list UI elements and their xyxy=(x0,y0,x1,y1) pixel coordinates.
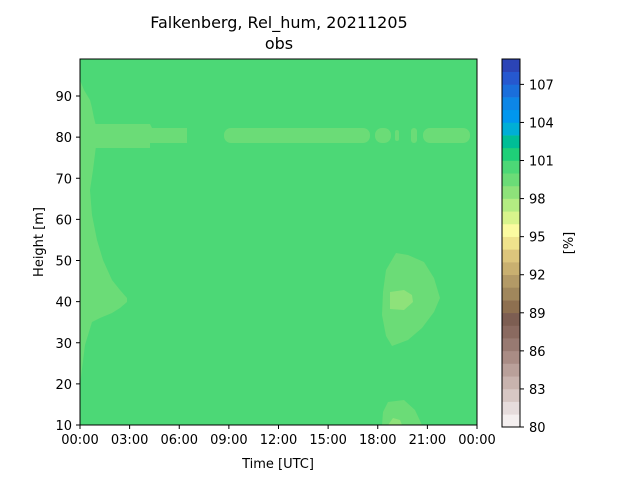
field-patch-80m-layer-f xyxy=(423,128,470,143)
colorbar-ticks: 80 83 86 89 92 95 98 101 104 107 xyxy=(520,78,554,436)
colorbar-level xyxy=(502,198,520,212)
y-tick-label: 40 xyxy=(55,296,72,311)
chart-subtitle: obs xyxy=(265,34,293,53)
colorbar-tick-label: 95 xyxy=(529,231,546,246)
chart-title: Falkenberg, Rel_hum, 20211205 xyxy=(150,13,407,33)
colorbar-level xyxy=(502,376,520,390)
field-patch-evening-surface-core xyxy=(388,418,402,425)
colorbar-label: [%] xyxy=(562,232,577,255)
colorbar-tick-label: 89 xyxy=(529,307,546,322)
colorbar-level xyxy=(502,287,520,301)
x-tick-label: 18:00 xyxy=(359,433,396,448)
colorbar-level xyxy=(502,325,520,339)
field-patch-evening-surface xyxy=(382,400,422,425)
plot-area: 00:00 03:00 06:00 09:00 12:00 15:00 18:00 21:00… xyxy=(55,58,496,448)
colorbar-tick-label: 98 xyxy=(529,193,546,208)
colorbar-level xyxy=(502,97,520,111)
x-tick-label: 06:00 xyxy=(161,433,198,448)
colorbar-level xyxy=(502,173,520,187)
colorbar-level xyxy=(502,262,520,276)
field-patch-left-band xyxy=(80,80,127,385)
y-axis-label: Height [m] xyxy=(32,207,47,277)
x-tick-label: 15:00 xyxy=(309,433,346,448)
y-tick-label: 20 xyxy=(55,378,72,393)
colorbar-level xyxy=(502,236,520,250)
colorbar-frame xyxy=(501,58,521,428)
colorbar-level xyxy=(502,71,520,85)
field-background xyxy=(80,59,477,425)
colorbar-levels xyxy=(502,59,520,428)
colorbar-level xyxy=(502,350,520,364)
x-tick-label: 09:00 xyxy=(210,433,247,448)
colorbar-level xyxy=(502,338,520,352)
field-patch-80m-layer-e xyxy=(411,128,417,143)
y-axis-ticks: 10 20 30 40 50 60 70 80 90 xyxy=(55,90,80,434)
field-patch-evening-core xyxy=(390,290,413,310)
colorbar-level xyxy=(502,300,520,314)
x-axis-label: Time [UTC] xyxy=(241,457,314,472)
field-patch-80m-layer-d xyxy=(395,130,399,141)
y-tick-label: 10 xyxy=(55,419,72,434)
colorbar-tick-label: 107 xyxy=(529,78,554,93)
x-tick-label: 00:00 xyxy=(61,433,98,448)
colorbar-level xyxy=(502,185,520,199)
colorbar-level xyxy=(502,274,520,288)
colorbar-level xyxy=(502,109,520,123)
colorbar-level xyxy=(502,401,520,415)
colorbar-tick-label: 104 xyxy=(529,116,554,131)
field-patch-80m-layer-b xyxy=(224,128,370,143)
x-tick-label: 00:00 xyxy=(458,433,495,448)
colorbar-tick-label: 83 xyxy=(529,383,546,398)
field-patch-80m-layer-c xyxy=(375,128,391,143)
y-tick-label: 80 xyxy=(55,131,72,146)
colorbar-level xyxy=(502,84,520,98)
colorbar-level xyxy=(502,211,520,225)
y-tick-label: 90 xyxy=(55,90,72,105)
colorbar-level xyxy=(502,363,520,377)
y-tick-label: 60 xyxy=(55,213,72,228)
x-tick-label: 21:00 xyxy=(409,433,446,448)
x-tick-label: 03:00 xyxy=(111,433,148,448)
x-tick-label: 12:00 xyxy=(260,433,297,448)
colorbar-tick-label: 92 xyxy=(529,269,546,284)
colorbar-level xyxy=(502,135,520,149)
colorbar: 80 83 86 89 92 95 98 101 104 107 [%] xyxy=(501,58,577,436)
colorbar-tick-label: 86 xyxy=(529,345,546,360)
colorbar-tick-label: 80 xyxy=(529,421,546,436)
colorbar-level xyxy=(502,59,520,72)
colorbar-level xyxy=(502,223,520,237)
colorbar-level xyxy=(502,122,520,136)
colorbar-tick-label: 101 xyxy=(529,155,554,170)
colorbar-level xyxy=(502,147,520,161)
x-axis-ticks: 00:00 03:00 06:00 09:00 12:00 15:00 18:00 21:00… xyxy=(61,425,496,448)
y-tick-label: 30 xyxy=(55,337,72,352)
colorbar-level xyxy=(502,388,520,402)
colorbar-level xyxy=(502,414,520,428)
field-patch-80m-layer-a xyxy=(85,124,187,148)
y-tick-label: 70 xyxy=(55,172,72,187)
colorbar-level xyxy=(502,160,520,174)
colorbar-level xyxy=(502,312,520,326)
y-tick-label: 50 xyxy=(55,255,72,270)
colorbar-level xyxy=(502,249,520,263)
